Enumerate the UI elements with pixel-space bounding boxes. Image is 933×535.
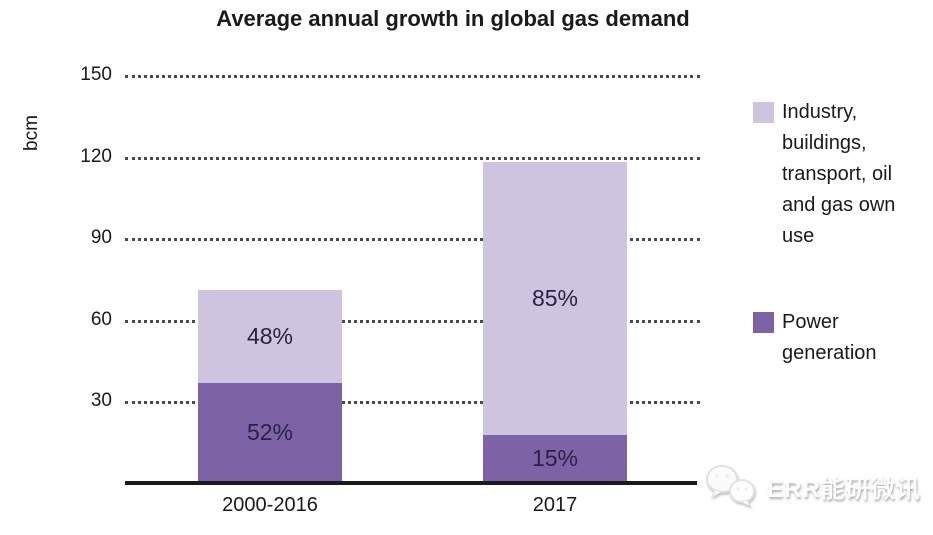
y-tick-label-150: 150 (80, 64, 112, 85)
legend-label-industry: Industry, buildings, transport, oil and … (782, 101, 896, 247)
bar-segment-2000-2016-industry: 48% (198, 289, 342, 383)
y-tick-label-60: 60 (90, 308, 112, 330)
plot-area: 48% 52% 85% 15% (125, 75, 700, 483)
bar-segment-2017-industry: 85% (483, 162, 627, 435)
legend-item-industry: Industry, buildings, transport, oil and … (753, 97, 923, 252)
x-axis-line (125, 481, 697, 485)
bar-2017: 85% 15% (483, 162, 627, 483)
y-tick-label-30: 30 (90, 390, 112, 412)
bar-segment-label: 85% (531, 284, 579, 311)
bar-segment-2000-2016-power-generation: 52% (198, 382, 342, 483)
y-tick-label-90: 90 (90, 227, 112, 249)
bar-segment-label: 48% (246, 322, 294, 349)
bar-2000-2016: 48% 52% (198, 289, 342, 483)
y-axis-unit-label: bcm (20, 115, 42, 151)
legend-item-power-generation: Power generation (753, 307, 923, 369)
legend-swatch-power-generation (753, 312, 774, 333)
x-axis-label-2017: 2017 (532, 494, 578, 516)
gridline-90 (125, 238, 700, 242)
watermark: ERR能研微讯 (705, 462, 921, 510)
bar-segment-label: 15% (531, 445, 579, 472)
watermark-text: ERR能研微讯 (767, 475, 921, 503)
gridline-150 (125, 75, 700, 78)
gridline-60 (125, 319, 700, 323)
gridline-120 (125, 156, 700, 160)
chart-title: Average annual growth in global gas dema… (216, 6, 690, 31)
wechat-chat-bubbles-icon (706, 465, 755, 508)
legend-swatch-industry (753, 102, 774, 123)
x-axis-label-2000-2016: 2000-2016 (222, 494, 318, 516)
bar-segment-label: 52% (246, 419, 294, 446)
bar-segment-2017-power-generation: 15% (483, 434, 627, 483)
y-tick-label-120: 120 (80, 145, 112, 167)
legend: Industry, buildings, transport, oil and … (753, 97, 923, 369)
gridline-30 (125, 401, 700, 405)
legend-label-power-generation: Power generation (782, 311, 877, 364)
